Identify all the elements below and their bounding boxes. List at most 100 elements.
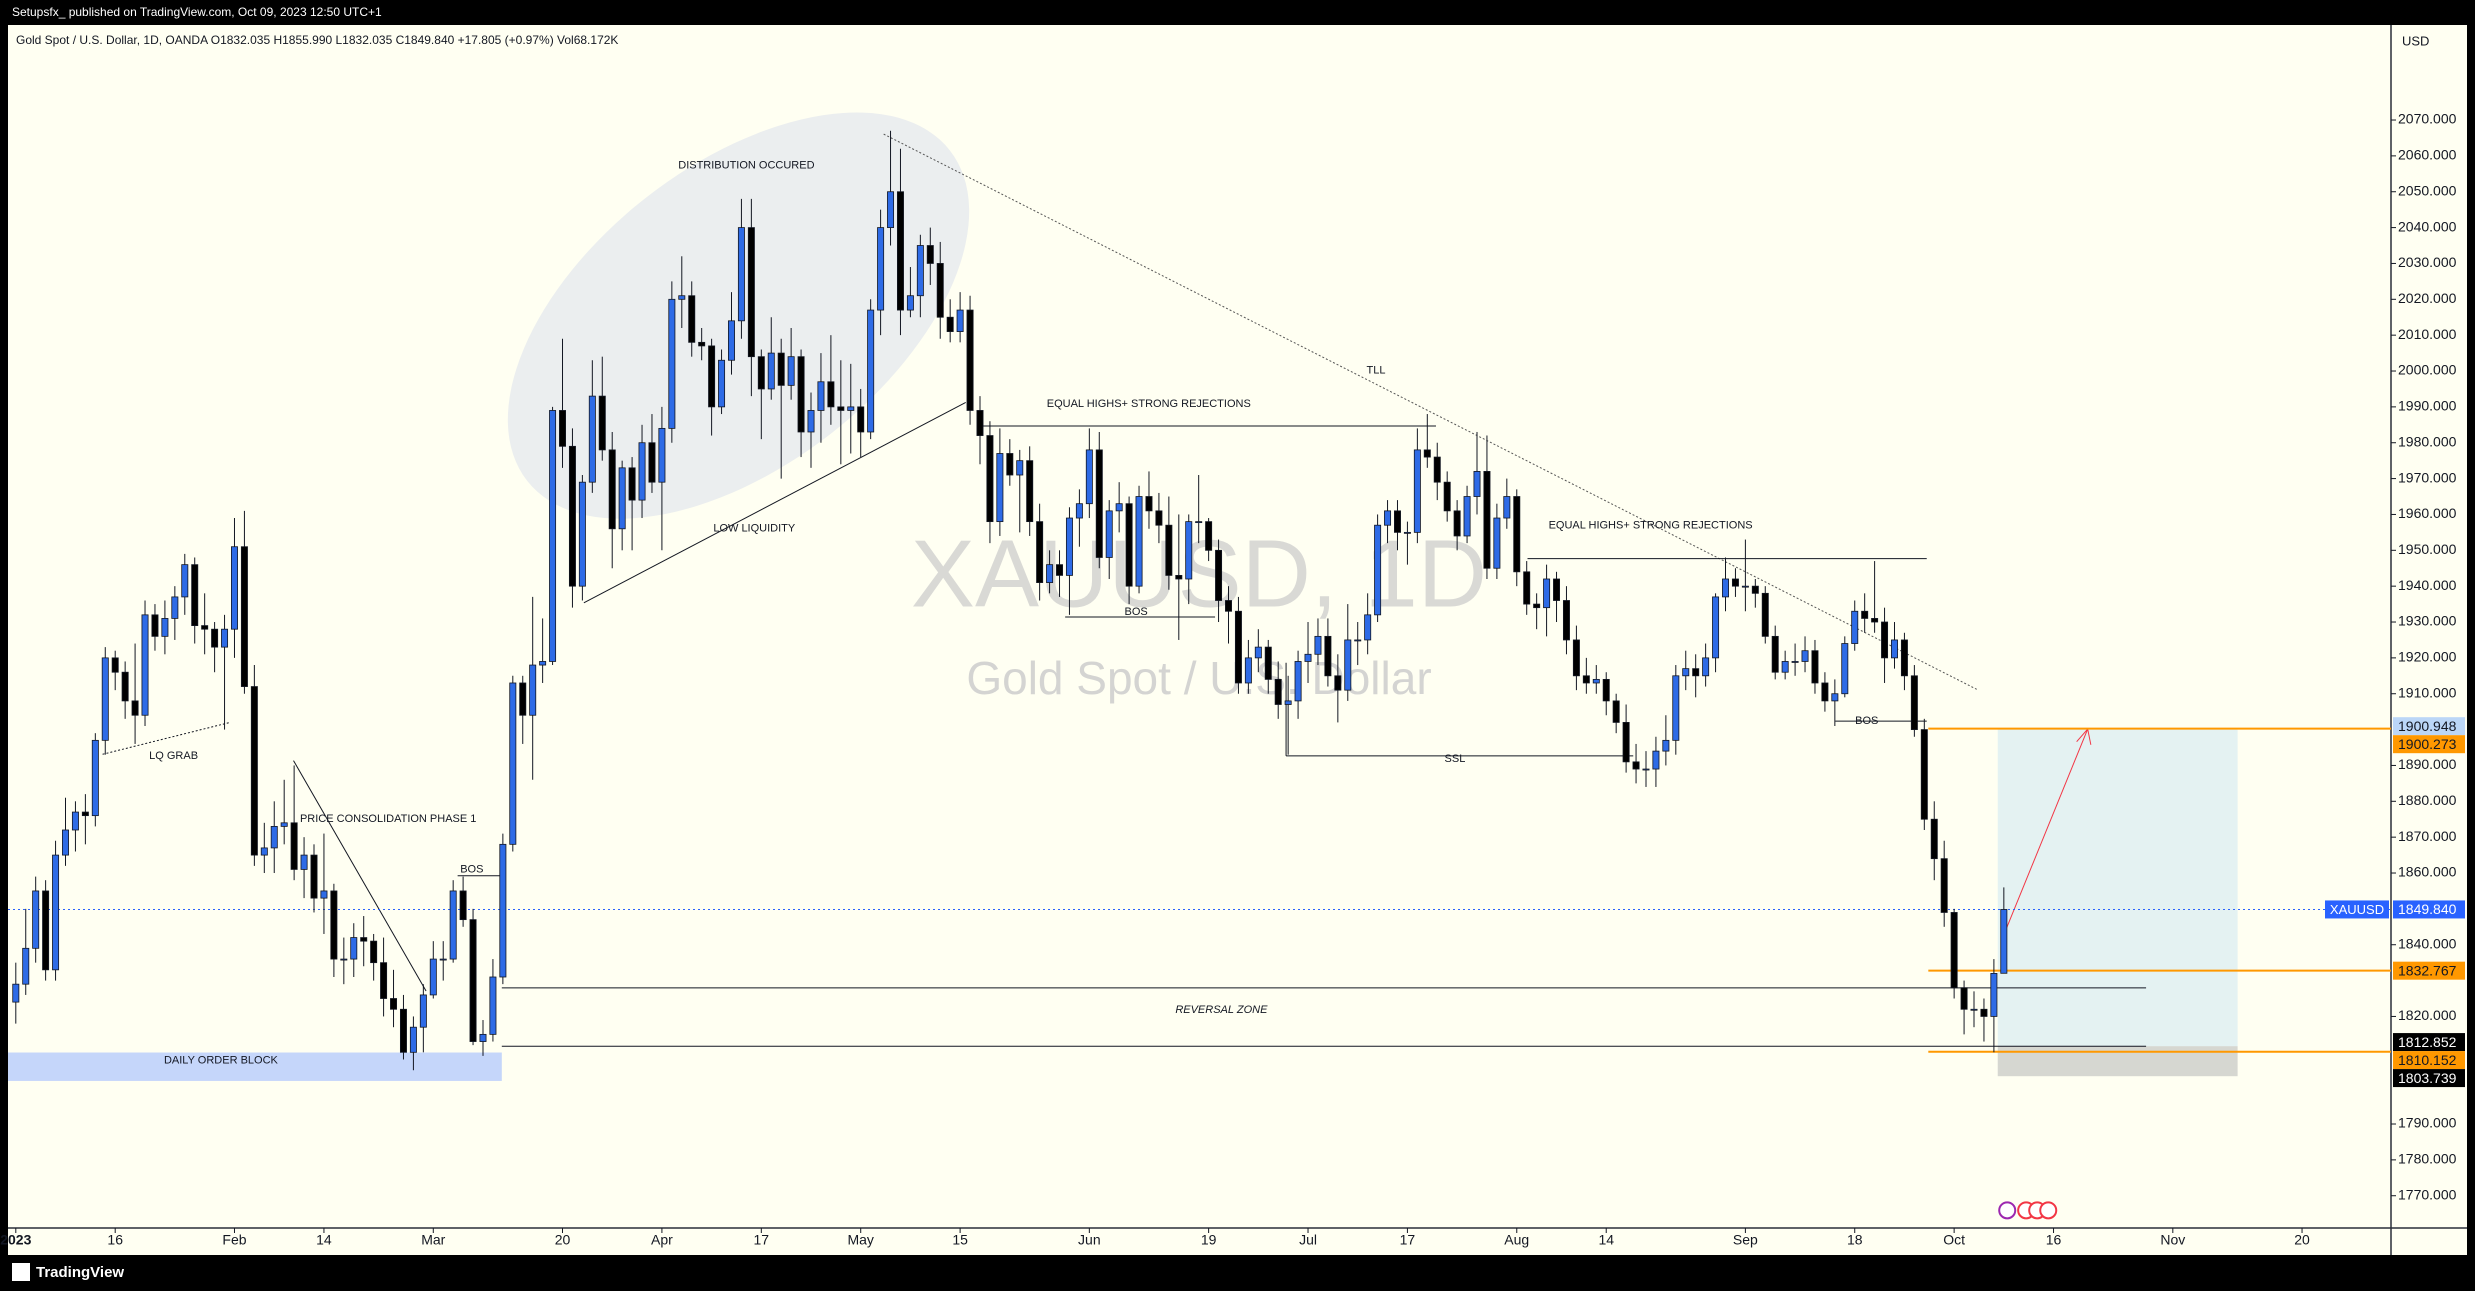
candle-body [409, 1026, 417, 1053]
candle-body [1433, 456, 1441, 483]
annotation: BOS [1125, 606, 1148, 618]
trade-arrow [2003, 728, 2089, 935]
price-tag [2393, 1033, 2465, 1052]
candle-body [1970, 1008, 1978, 1011]
candle-body [1990, 973, 1998, 1017]
candle-body [479, 1033, 487, 1042]
y-tick-label: 2010.000 [2398, 326, 2457, 342]
candle-body [270, 826, 278, 849]
y-tick-label: 1790.000 [2398, 1115, 2457, 1131]
candle-body [747, 227, 755, 358]
candle-body [370, 940, 378, 964]
candle-body [946, 316, 954, 332]
y-tick-label: 2060.000 [2398, 147, 2457, 163]
candle-body [22, 947, 30, 985]
candle-body [1612, 700, 1620, 723]
candle-body [399, 1008, 407, 1053]
candle-body [1702, 657, 1710, 677]
y-tick-label: 2050.000 [2398, 182, 2457, 198]
x-tick-label: 2023 [0, 1232, 31, 1248]
price-tag-label: 1812.852 [2398, 1034, 2457, 1050]
candle-body [549, 410, 557, 662]
candle-body [916, 245, 924, 297]
y-tick-label: 1930.000 [2398, 613, 2457, 629]
candle-body [62, 829, 69, 856]
candle-body [1065, 517, 1073, 576]
candle-body [1682, 668, 1690, 677]
candle-body [1503, 496, 1511, 519]
candle-body [1135, 496, 1143, 587]
candle-body [1364, 614, 1372, 641]
candle-body [1533, 603, 1541, 609]
candle-body [688, 295, 696, 343]
y-tick-label: 1960.000 [2398, 505, 2457, 521]
order-block [8, 1052, 502, 1081]
candle-body [1592, 678, 1600, 684]
candle-body [1572, 639, 1580, 677]
watermark-subtitle: Gold Spot / U.S. Dollar [966, 652, 1431, 704]
candle-body [121, 671, 129, 702]
logo-icon [12, 1263, 30, 1281]
y-tick-label: 1950.000 [2398, 541, 2457, 557]
annotation: DAILY ORDER BLOCK [164, 1054, 279, 1066]
candle-body [1165, 524, 1173, 576]
candle-body [1493, 517, 1501, 569]
candle-body [2000, 909, 2008, 974]
event-icon [1998, 1201, 2017, 1220]
candle-body [1264, 646, 1272, 680]
candle-body [1543, 578, 1551, 609]
price-tag-label: 1849.840 [2398, 901, 2457, 917]
liquidity-line [583, 401, 966, 604]
candle-body [459, 890, 467, 921]
candle-body [598, 395, 606, 451]
candle-body [350, 937, 358, 960]
candle-body [1632, 761, 1640, 770]
x-tick-label: Jun [1078, 1232, 1101, 1248]
x-tick-label: Oct [1943, 1232, 1965, 1248]
candle-body [777, 352, 785, 386]
candle-body [837, 406, 845, 411]
x-tick-label: 19 [1201, 1232, 1217, 1248]
price-tag-label: 1900.273 [2398, 736, 2457, 752]
price-tag [2393, 735, 2465, 754]
candle-body [857, 406, 865, 433]
candle-body [1145, 496, 1153, 512]
candle-body [1980, 1008, 1988, 1017]
candle-body [529, 664, 537, 716]
candle-body [1781, 661, 1789, 673]
candle-body [310, 854, 318, 899]
candle-body [52, 854, 60, 971]
candle-body [1394, 510, 1401, 533]
y-tick-label: 2020.000 [2398, 290, 2457, 306]
candle-body [926, 245, 934, 264]
candle-body [1453, 510, 1461, 537]
candle-body [1910, 675, 1918, 730]
candle-body [1940, 858, 1948, 913]
candle-body [1075, 503, 1083, 519]
target-zone [1997, 729, 2238, 1047]
stop-zone [1997, 1046, 2238, 1077]
y-tick-label: 1920.000 [2398, 649, 2457, 665]
candle-body [1513, 496, 1521, 573]
annotation: EQUAL HIGHS+ STRONG REJECTIONS [1549, 519, 1753, 531]
y-tick-label: 2000.000 [2398, 362, 2457, 378]
candle-body [678, 295, 686, 300]
candle-body [1413, 449, 1421, 533]
x-tick-label: Jul [1299, 1232, 1317, 1248]
x-tick-label: 16 [107, 1232, 123, 1248]
candle-body [1920, 729, 1928, 820]
candle-body [260, 847, 268, 856]
candle-body [1284, 700, 1292, 705]
candle-body [141, 614, 149, 716]
candle-body [1871, 618, 1879, 623]
candle-body [986, 435, 994, 523]
candle-body [1652, 750, 1660, 770]
footer-brand[interactable]: TradingView [36, 1264, 124, 1281]
symbol-tag-label: XAUUSD [2330, 902, 2384, 917]
candle-body [1175, 575, 1183, 580]
candle-body [797, 356, 805, 433]
candle-body [1125, 503, 1133, 587]
candle-body [211, 628, 219, 648]
candle-body [1950, 912, 1958, 989]
candle-body [131, 700, 139, 716]
